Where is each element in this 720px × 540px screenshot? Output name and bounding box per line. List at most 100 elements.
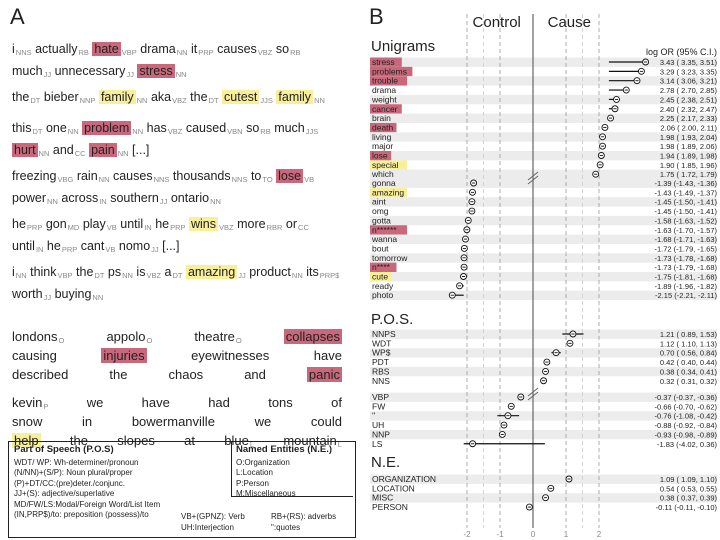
token-word: in (82, 414, 93, 429)
row-label: photo (372, 290, 394, 300)
label-highlight (370, 225, 408, 235)
row-label: NNP (372, 429, 390, 439)
token-word: play (82, 217, 106, 231)
token-word: the (190, 90, 208, 104)
token-word: have (141, 395, 170, 410)
token-tag: O (58, 336, 65, 345)
row-stat: 1.98 ( 1.93, 2.04) (660, 133, 718, 142)
token: bowermanville (132, 414, 215, 429)
token-word: cutest (222, 90, 260, 104)
row-band (370, 253, 717, 263)
token: orCC (285, 217, 309, 232)
token-word: bowermanville (131, 414, 215, 429)
token-tag: DT (32, 127, 43, 136)
token-tag: NNS (231, 175, 248, 184)
row-band (370, 272, 717, 282)
row-stat: 0.32 ( 0.31, 0.32) (660, 377, 718, 386)
token: southernJJ (110, 191, 167, 206)
token: causesVBZ (217, 42, 272, 57)
token-tag: NN (291, 271, 303, 280)
token-word: we (86, 395, 104, 410)
row-label: PDT (372, 357, 389, 367)
row-stat: -2.15 (-2.21, -2.11) (655, 291, 717, 300)
row-label: LOCATION (372, 483, 415, 493)
legend-line: (P)+DT/CC:(pre)deter./conjunc. (14, 478, 125, 488)
token: of (331, 395, 342, 410)
token-word: drama (140, 42, 176, 56)
token-word: caused (185, 121, 227, 135)
token-word: panic (306, 367, 342, 382)
token: rainNN (77, 169, 110, 184)
token: described (12, 367, 68, 382)
ne-legend-lines: O:Organization L:Location P:Person M:Miscel… (236, 458, 349, 500)
token-word: could (310, 414, 342, 429)
row-stat: -1.83 (-4.02, 0.36) (657, 440, 718, 449)
token: kevinP (12, 395, 49, 411)
token: family NN (98, 90, 147, 105)
legend-line: M:Miscellaneous (236, 489, 296, 498)
legend-line: O:Organization (236, 457, 290, 467)
row-stat: -1.39 (-1.43, -1.36) (654, 179, 717, 188)
token: dramaNN (140, 42, 187, 57)
token-word: cant (80, 239, 105, 253)
sentence: hePRP gonMD playVB untilIN hePRP wins VBZ… (12, 215, 342, 259)
token-word: pain (89, 143, 117, 157)
token-word: tons (268, 395, 293, 410)
token: ontarioNN (170, 191, 221, 206)
token-tag: JJ (238, 271, 246, 280)
token-word: had (208, 395, 230, 410)
token: collapses (283, 329, 342, 344)
row-stat: -0.11 (-0.11, -0.10) (656, 503, 718, 512)
token-tag: IN (99, 197, 107, 206)
token-word: causes (217, 42, 257, 56)
token: andCC (53, 143, 86, 158)
token-word: wins (189, 217, 219, 231)
token-tag: DT (30, 96, 41, 105)
row-stat: 0.42 ( 0.40, 0.44) (660, 358, 718, 367)
token: have (142, 395, 170, 410)
token: causedVBN (185, 121, 243, 136)
label-highlight (370, 122, 397, 133)
token-word: more (237, 217, 266, 231)
panel-a-label: A (10, 4, 25, 29)
token-word: unnecessary (54, 64, 126, 78)
token-tag: P (43, 402, 49, 411)
section-title: P.O.S. (371, 311, 413, 328)
row-stat: 2.78 ( 2.70, 2.85) (660, 86, 718, 95)
row-stat: 2.45 ( 2.38, 2.51) (660, 95, 718, 104)
token-tag: NN (38, 149, 50, 158)
token-word: [...] (162, 239, 180, 253)
token-word: ontario (170, 191, 210, 205)
ner-sentence-line: described the chaos and panic (12, 365, 342, 384)
token: acrossIN (61, 191, 107, 206)
x-tick-label: 2 (597, 530, 602, 539)
axis-break (527, 175, 539, 185)
row-label: n****** (372, 225, 397, 235)
token-word: or (285, 217, 298, 231)
token-tag: L (337, 440, 342, 449)
token-tag: PRP$ (319, 271, 340, 280)
row-band (370, 151, 717, 161)
row-stat: 0.70 ( 0.56, 0.84) (660, 349, 718, 358)
label-highlight (370, 151, 392, 161)
token-tag: VB (105, 245, 116, 254)
token: problem NN (82, 121, 143, 136)
token: playVB (82, 217, 117, 232)
token: itPRP (191, 42, 214, 57)
ner-sentence-line: help the slopes at blueL mountainL (12, 431, 342, 454)
row-label: cute (372, 272, 388, 282)
token-tag: RBR (266, 223, 283, 232)
token-tag: VBG (57, 175, 74, 184)
token: oneNN (46, 121, 79, 136)
token-word: this (12, 121, 32, 135)
axis-break (527, 391, 539, 401)
ne-legend: Named Entities (N.E.) O:Organization L:Lo… (231, 442, 353, 500)
token-word: has (146, 121, 167, 135)
token-tag: RB (260, 127, 271, 136)
token: hate VBP (92, 42, 137, 57)
token-tag: RB (78, 48, 89, 57)
row-stat: -1.43 (-1.49, -1.37) (654, 188, 717, 197)
token: thisDT (12, 121, 43, 136)
row-band (370, 197, 717, 207)
row-label: FW (372, 401, 385, 411)
